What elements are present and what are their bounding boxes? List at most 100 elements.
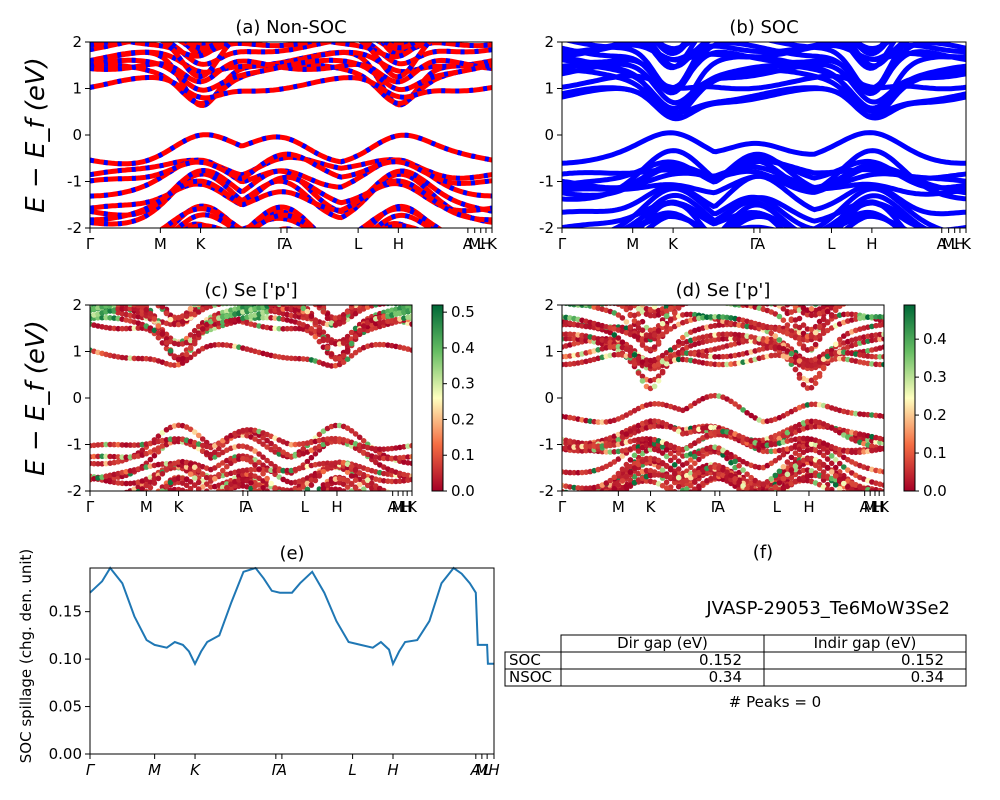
projection-point [628,282,634,288]
projection-point [615,437,622,443]
projection-point [401,280,407,286]
projection-point [240,471,246,478]
projection-point [663,463,670,469]
projection-point [187,305,194,312]
projection-point [183,351,190,358]
projection-point [796,358,803,364]
projection-point [761,493,767,499]
projection-point [272,325,278,332]
projection-point [316,431,323,438]
projection-point [107,441,113,448]
projection-point [268,511,274,517]
projection-point [720,466,726,473]
projection-point [712,361,718,368]
projection-point [377,341,383,348]
projection-point [377,510,383,516]
projection-point [647,363,654,369]
projection-point [812,341,819,348]
projection-point [369,288,375,294]
projection-point [613,490,616,491]
projection-point [128,285,134,291]
projection-point [369,305,375,309]
projection-point [563,278,569,284]
projection-point [393,515,399,521]
band-line-dashed [90,42,492,67]
xtick-label: L [399,498,408,516]
projection-point [559,294,565,300]
projection-point [156,298,162,304]
projection-point [773,288,779,294]
projection-point [820,364,827,371]
projection-point [340,488,347,491]
projection-point [567,469,573,476]
projection-point [183,489,190,491]
projection-point [873,314,879,320]
projection-point [381,510,387,516]
projection-point [571,289,577,295]
projection-point [720,254,726,260]
projection-point [314,490,317,491]
projection-point [132,498,138,504]
projection-point [305,286,311,292]
projection-point [744,260,750,266]
projection-point [612,287,618,293]
projection-point [567,493,573,499]
projection-point [111,286,117,292]
projection-point [583,283,589,289]
projection-point [792,354,799,361]
projection-point [103,298,109,304]
projection-point [140,285,146,291]
projection-point [95,504,101,510]
projection-point [128,506,134,512]
projection-point [583,323,589,330]
projection-point [837,293,843,299]
projection-point [571,469,577,476]
projection-point [861,282,867,288]
projection-point [600,282,606,288]
projection-point [304,308,311,315]
projection-point [216,305,222,307]
projection-point [361,502,367,508]
projection-point [99,507,105,513]
projection-point [591,283,597,289]
projection-point [256,459,262,466]
projection-point [301,287,307,293]
xtick-label: K [196,235,207,253]
projection-point [123,523,129,529]
projection-point [308,313,315,320]
projection-point [579,278,585,284]
projection-point [724,450,730,457]
projection-point [567,500,573,506]
projection-point [264,498,270,504]
projection-point [377,274,383,280]
projection-point [99,453,105,460]
projection-point [111,286,117,292]
projection-point [571,495,577,501]
projection-point [873,293,879,299]
projection-point [587,281,593,287]
projection-point [349,291,355,297]
projection-point [575,443,581,450]
projection-point [192,298,198,304]
projection-point [816,323,823,330]
ytick-label: -2 [67,482,82,500]
projection-point [280,493,286,499]
xtick-label: A [937,235,948,253]
projection-point [881,254,887,260]
projection-point [393,478,399,485]
projection-point [571,277,577,283]
projection-point [563,287,569,293]
projection-point [611,332,618,338]
projection-point [881,286,887,292]
projection-point [252,495,258,501]
projection-point [571,493,577,499]
projection-point [832,341,839,348]
xtick-label: H [402,498,413,516]
projection-point [268,440,274,447]
projection-point [99,532,105,538]
projection-point [344,333,351,340]
projection-point [628,298,634,304]
projection-point [313,293,319,299]
projection-point [789,295,795,301]
projection-point [567,335,573,342]
